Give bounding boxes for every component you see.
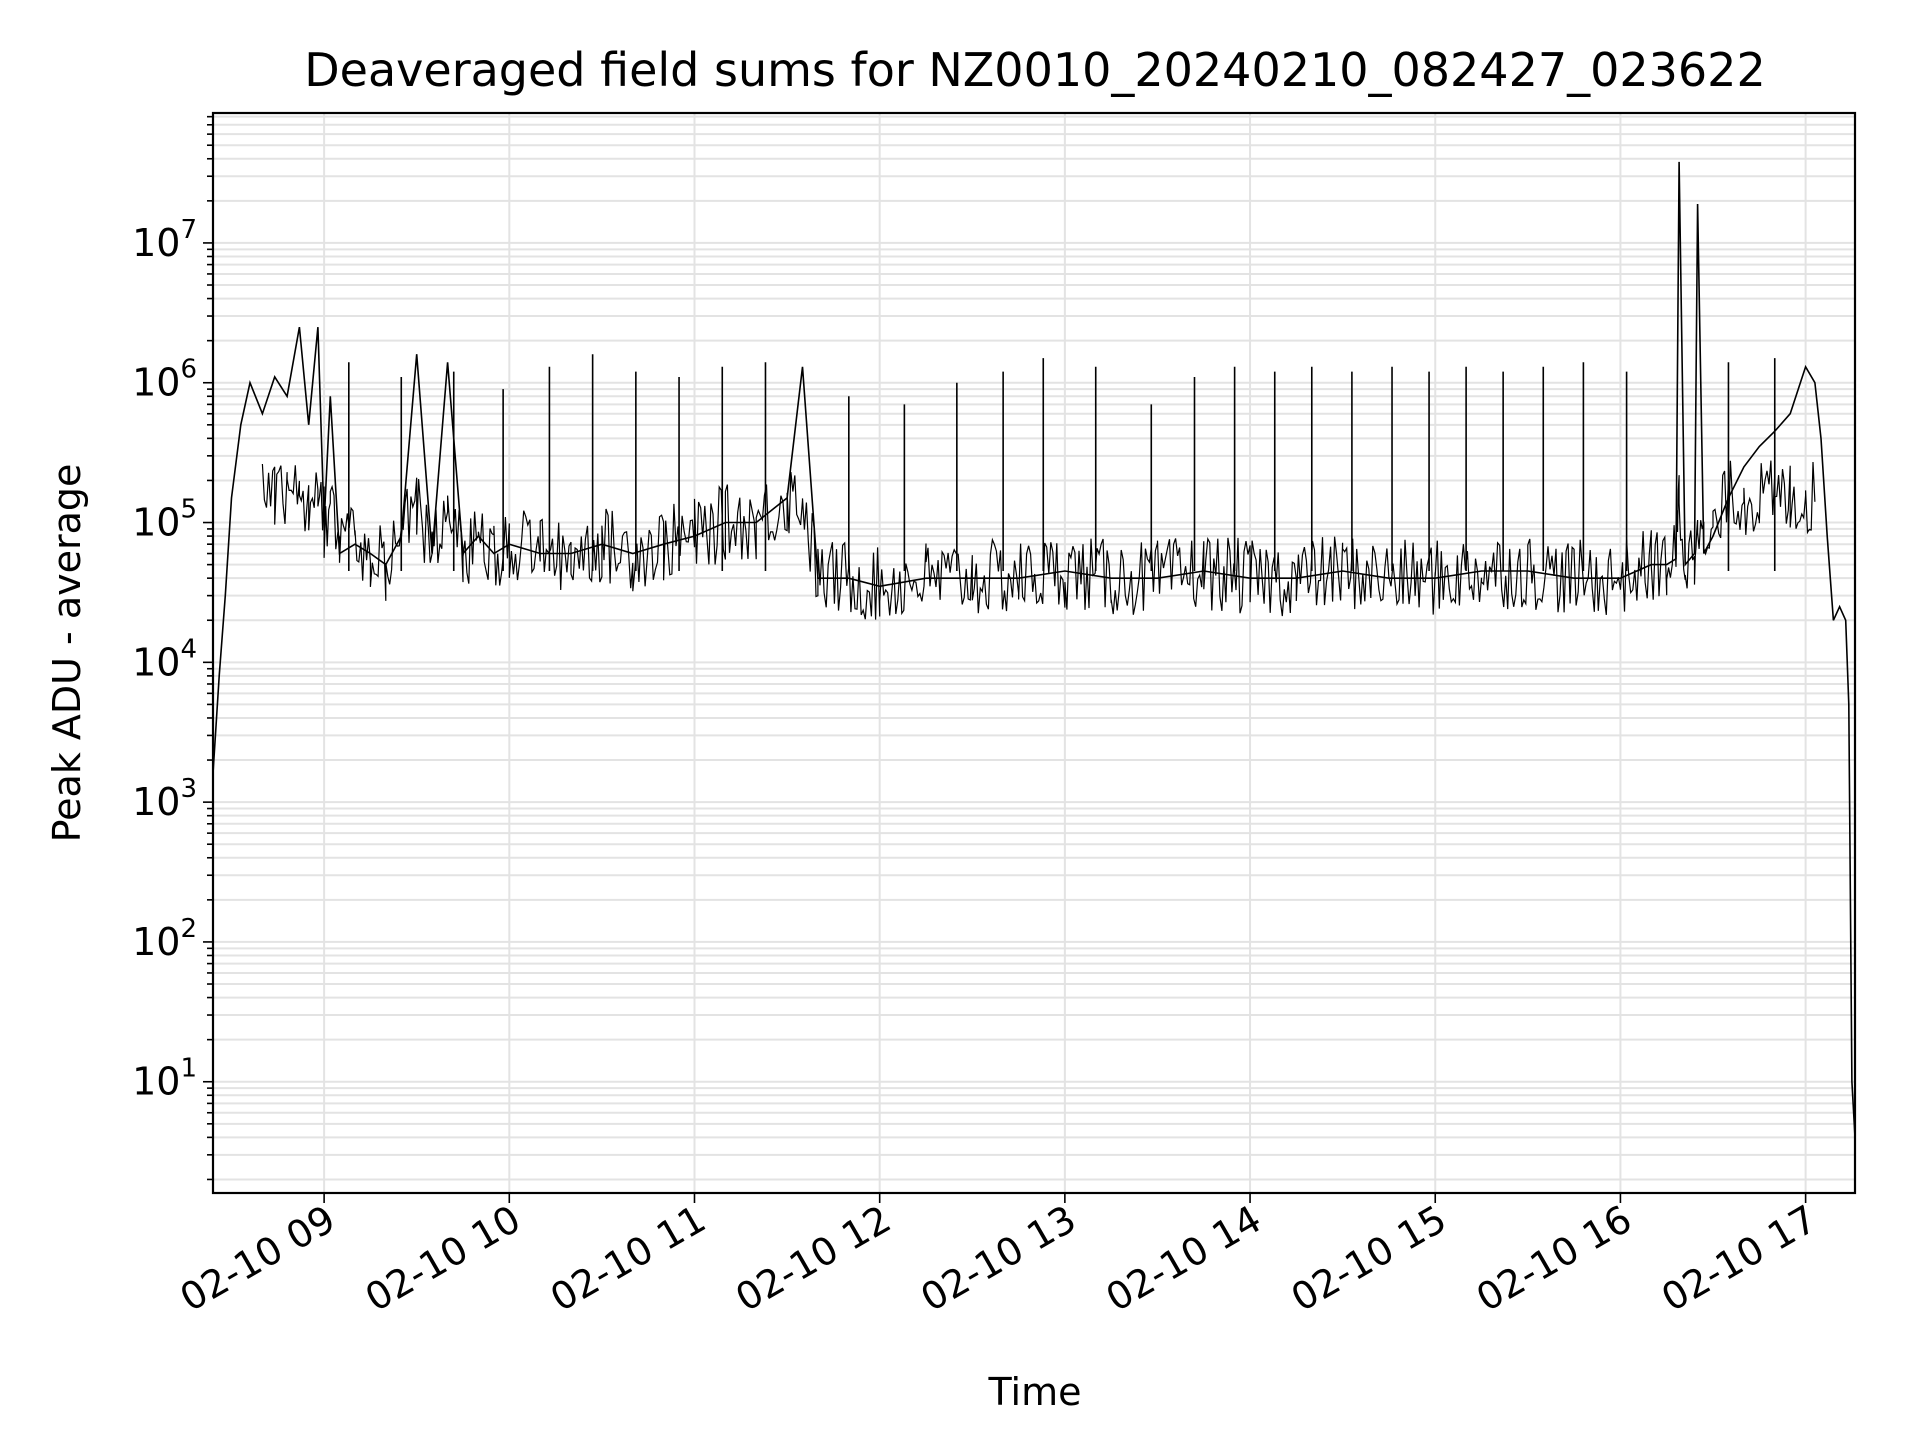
- y-tick-base: 10: [132, 501, 180, 545]
- y-tick-exponent: 4: [180, 634, 197, 664]
- x-axis-label: Time: [988, 1370, 1082, 1414]
- y-tick-base: 10: [132, 361, 180, 405]
- y-tick-base: 10: [132, 221, 180, 265]
- y-tick-label: 103: [132, 774, 197, 824]
- y-axis-label: Peak ADU - average: [45, 464, 89, 843]
- series-line: [212, 161, 1856, 1138]
- y-tick-exponent: 1: [180, 1054, 197, 1084]
- y-tick-label: 106: [132, 355, 197, 405]
- y-tick-label: 102: [132, 914, 197, 964]
- y-tick-label: 105: [132, 495, 197, 545]
- y-tick-label: 101: [132, 1054, 197, 1104]
- y-tick-label: 107: [132, 215, 197, 265]
- y-tick-exponent: 7: [180, 215, 197, 245]
- chart-title: Deaveraged field sums for NZ0010_2024021…: [304, 43, 1765, 97]
- y-tick-exponent: 6: [180, 355, 197, 385]
- plot-frame: [211, 111, 1857, 1195]
- data-series: [212, 161, 1856, 1138]
- y-tick-exponent: 2: [180, 914, 197, 944]
- y-tick-base: 10: [132, 640, 180, 684]
- y-tick-base: 10: [132, 1060, 180, 1104]
- y-tick-base: 10: [132, 780, 180, 824]
- grid-lines: [213, 113, 1855, 1193]
- y-tick-exponent: 3: [180, 774, 197, 804]
- series-noise: [261, 460, 1816, 620]
- y-tick-base: 10: [132, 920, 180, 964]
- y-tick-label: 104: [132, 634, 197, 684]
- y-tick-exponent: 5: [180, 495, 197, 525]
